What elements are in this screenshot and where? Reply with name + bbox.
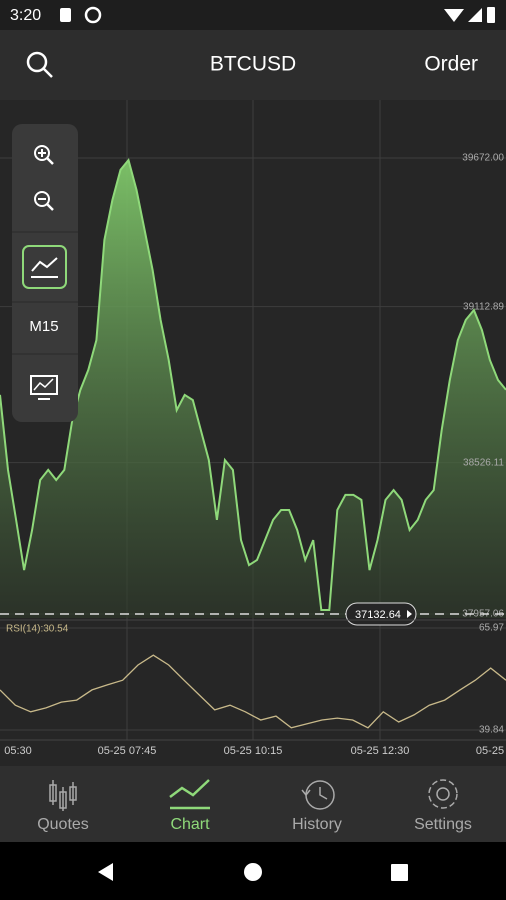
tab-label[interactable]: Settings — [414, 816, 472, 833]
y-tick-label: 39.84 — [479, 725, 504, 736]
signal-icon — [468, 8, 482, 22]
x-tick-label: 05-25 12:30 — [351, 745, 410, 757]
app-header — [0, 30, 506, 100]
tab-label[interactable]: Quotes — [37, 816, 89, 833]
status-time: 3:20 — [10, 7, 41, 24]
x-tick-label: 05-25 — [476, 745, 504, 757]
tab-icon — [301, 780, 335, 810]
rsi-title: RSI(14):30.54 — [6, 624, 69, 635]
chart-toolbar: M15 — [12, 124, 78, 422]
last-price-arrow — [407, 610, 412, 618]
status-bar — [0, 0, 506, 30]
status-icon — [60, 8, 71, 22]
tab-icon — [49, 780, 77, 811]
nav-back[interactable] — [98, 863, 113, 881]
y-tick-label: 38526.11 — [463, 457, 504, 468]
timeframe-button[interactable]: M15 — [29, 318, 58, 335]
zoom-in-button[interactable] — [34, 145, 54, 165]
order-button[interactable]: Order — [424, 53, 478, 76]
indicators-button[interactable] — [30, 375, 58, 400]
tab-label[interactable]: History — [292, 816, 342, 833]
y-tick-label: 39112.89 — [463, 301, 504, 312]
search-button[interactable] — [26, 51, 53, 78]
zoom-out-button[interactable] — [34, 191, 54, 211]
tab-icon — [428, 779, 458, 809]
nav-recents[interactable] — [391, 864, 408, 881]
last-price-label: 37132.64 — [355, 609, 401, 621]
line-chart-button[interactable] — [22, 245, 67, 289]
tab-label[interactable]: Chart — [170, 816, 210, 833]
battery-icon — [487, 7, 495, 23]
tab-icon — [169, 779, 210, 810]
price-area — [0, 160, 506, 618]
x-tick-label: 05-25 10:15 — [224, 745, 283, 757]
status-icon — [84, 6, 102, 24]
x-tick-label: 05:30 — [4, 745, 32, 757]
y-tick-label: 39672.00 — [462, 153, 504, 164]
y-tick-label: 65.97 — [479, 623, 504, 634]
nav-home[interactable] — [244, 863, 262, 881]
x-tick-label: 05-25 07:45 — [98, 745, 157, 757]
price-line — [0, 157, 506, 611]
tab-bar — [0, 766, 506, 842]
rsi-line — [0, 654, 506, 729]
wifi-icon — [444, 9, 464, 22]
symbol-title: BTCUSD — [210, 53, 296, 76]
